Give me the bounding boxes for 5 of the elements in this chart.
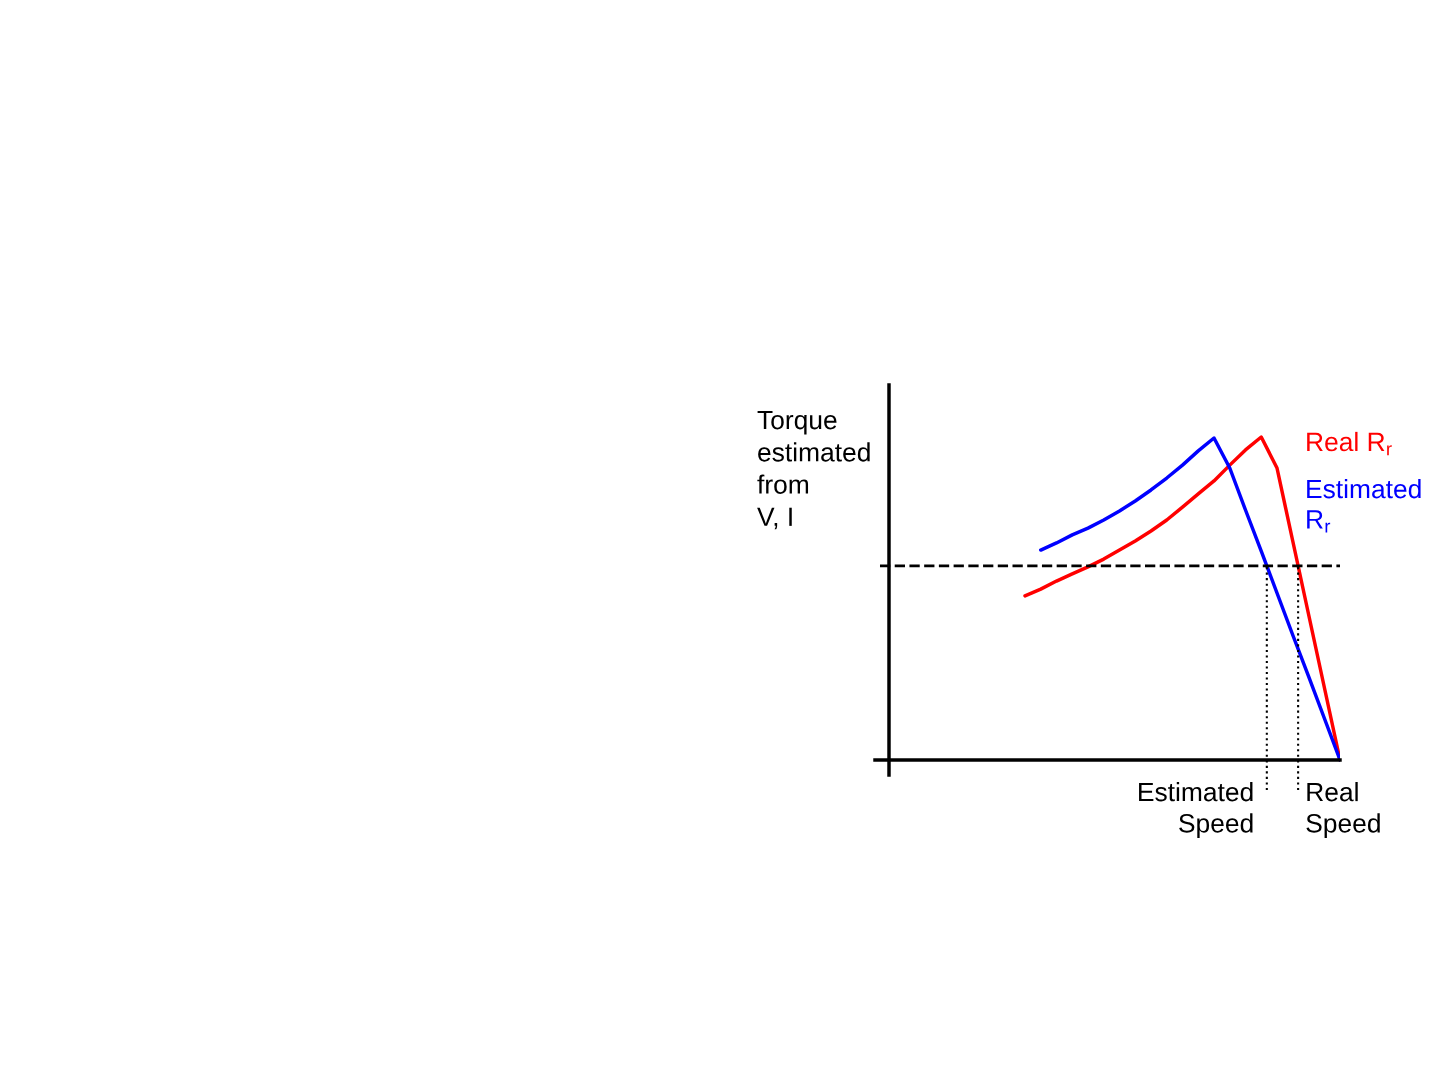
series-label: Real R$_{r}$ (1307, 431, 1392, 456)
text: Real Speed (1306, 782, 1380, 838)
text: Estimated Speed (1139, 782, 1253, 838)
text: Torque estimated from V, I (757, 410, 870, 530)
series-label: Estimated R$_{r}$ (1307, 479, 1421, 533)
